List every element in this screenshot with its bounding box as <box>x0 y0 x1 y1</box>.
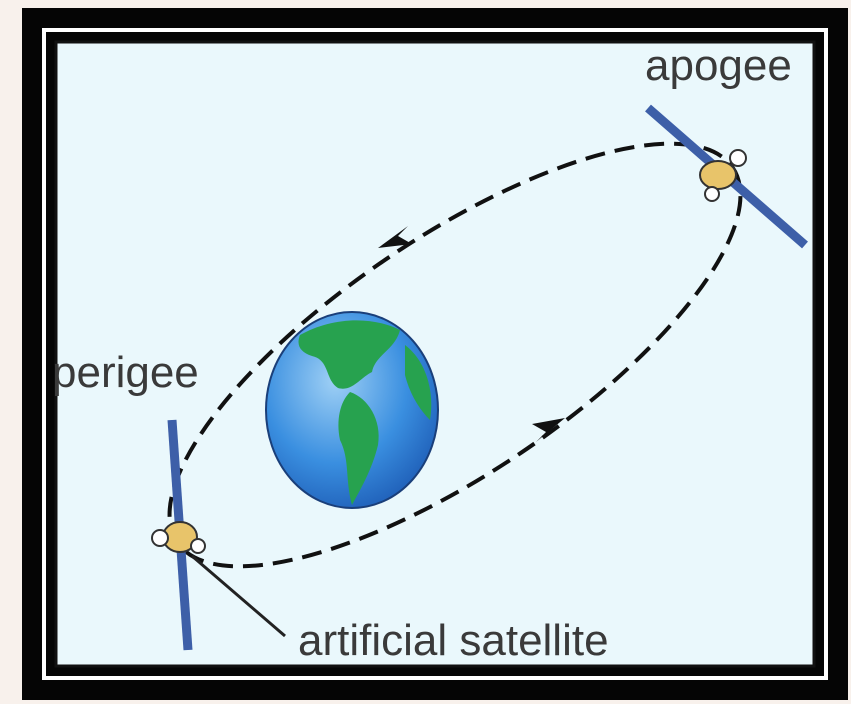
antenna <box>730 150 746 166</box>
diagram: apogee perigee artificial satellite <box>0 0 851 704</box>
satellite-label: artificial satellite <box>298 616 609 665</box>
satellite-body <box>700 161 736 189</box>
antenna <box>152 530 168 546</box>
antenna <box>705 187 719 201</box>
antenna <box>191 539 205 553</box>
page: apogee perigee artificial satellite (() … <box>0 0 851 704</box>
perigee-label: perigee <box>52 348 199 397</box>
apogee-label: apogee <box>645 41 792 90</box>
earth <box>266 312 438 508</box>
